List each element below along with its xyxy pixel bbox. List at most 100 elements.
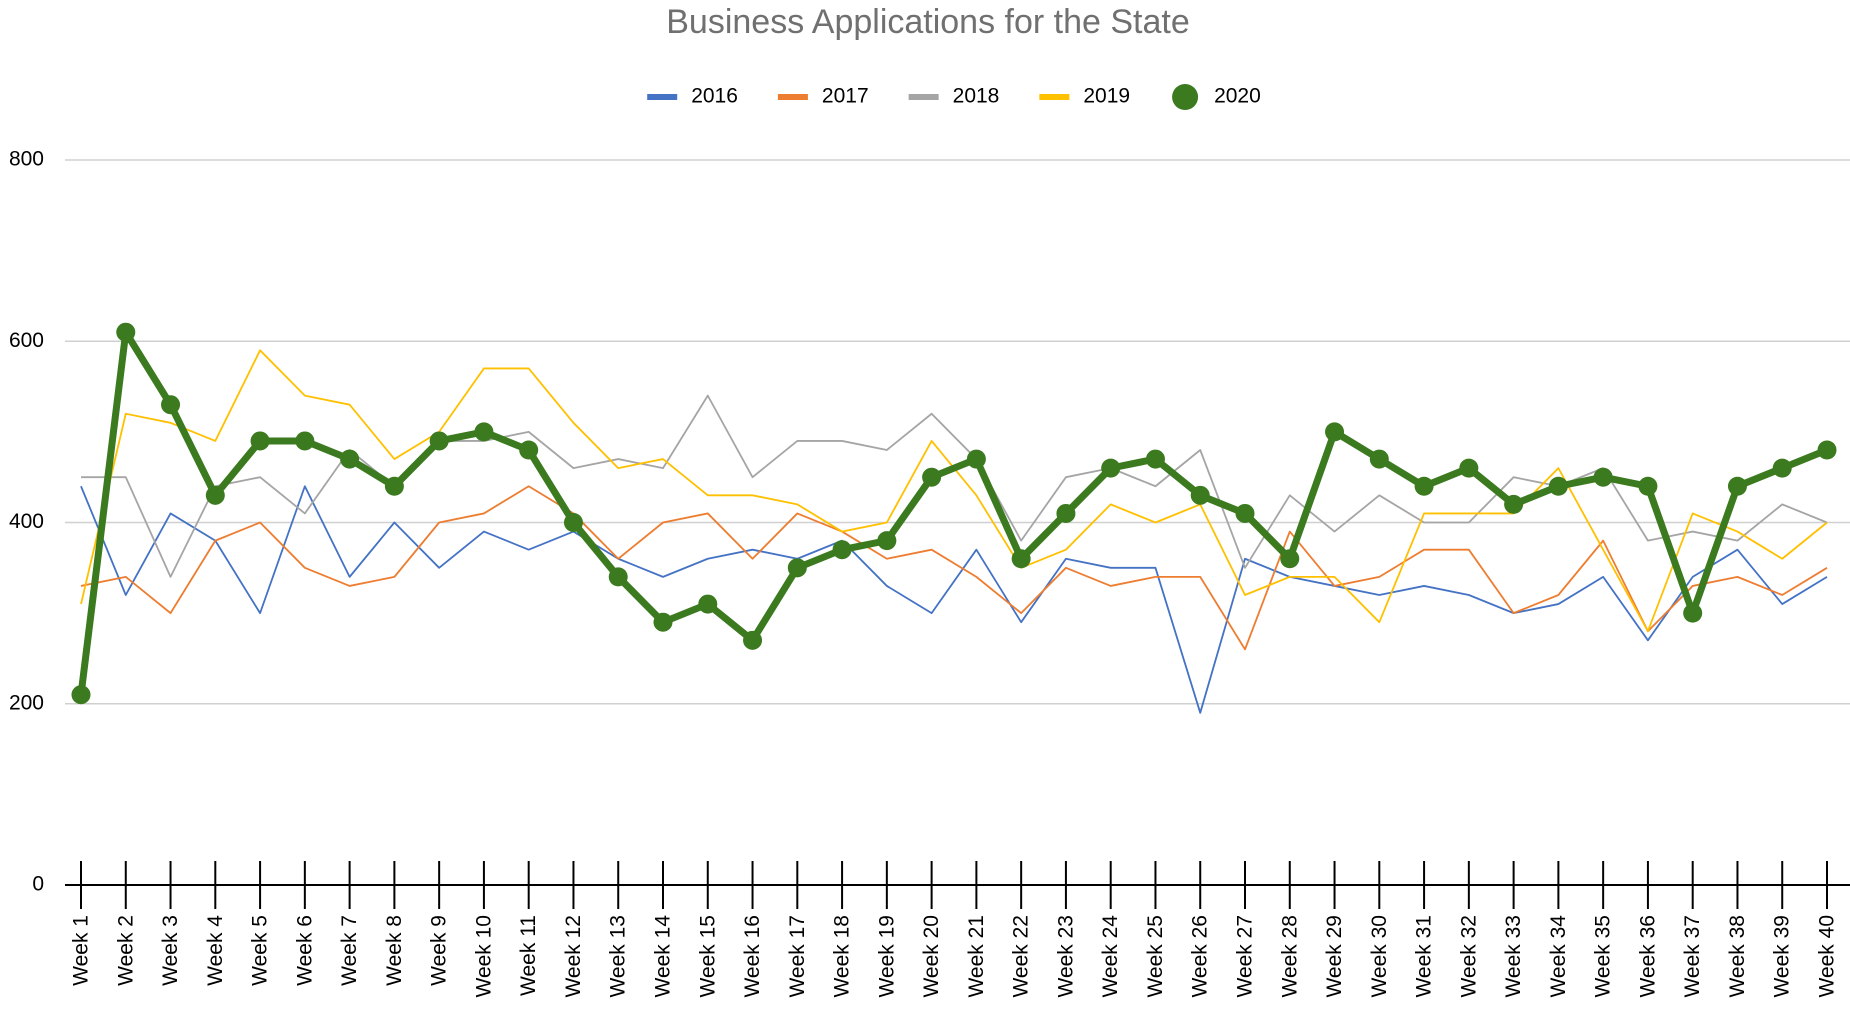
y-tick-label: 0 — [32, 873, 44, 896]
point — [1190, 485, 1210, 505]
x-tick-label: Week 21 — [965, 915, 988, 998]
point — [1101, 458, 1121, 478]
x-tick-label: Week 6 — [293, 915, 316, 986]
x-tick-label: Week 36 — [1636, 915, 1659, 998]
point — [116, 322, 136, 342]
chart-title: Business Applications for the State — [666, 3, 1190, 41]
x-tick-label: Week 31 — [1413, 915, 1436, 998]
legend-label: 2020 — [1214, 85, 1261, 108]
point — [877, 531, 897, 551]
legend-label: 2016 — [691, 85, 738, 108]
point — [1011, 549, 1031, 569]
point — [429, 431, 449, 451]
point — [205, 485, 225, 505]
x-tick-label: Week 27 — [1234, 915, 1257, 998]
point — [922, 467, 942, 487]
x-tick-label: Week 9 — [428, 915, 451, 986]
point — [1504, 494, 1524, 514]
x-tick-label: Week 40 — [1816, 915, 1839, 998]
point — [1638, 476, 1658, 496]
legend-item: 2016 — [647, 85, 738, 108]
point — [1548, 476, 1568, 496]
point — [787, 558, 807, 578]
x-tick-label: Week 35 — [1592, 915, 1615, 998]
point — [1593, 467, 1613, 487]
x-tick-label: Week 13 — [607, 915, 630, 998]
x-tick-label: Week 20 — [920, 915, 943, 998]
x-tick-label: Week 34 — [1547, 915, 1570, 998]
x-tick-label: Week 32 — [1457, 915, 1480, 998]
legend-item: 2019 — [1039, 85, 1130, 108]
x-tick-label: Week 4 — [204, 915, 227, 986]
point — [1414, 476, 1434, 496]
legend-label: 2017 — [822, 85, 869, 108]
x-tick-label: Week 26 — [1189, 915, 1212, 998]
x-tick-label: Week 30 — [1368, 915, 1391, 998]
point — [653, 612, 673, 632]
point — [340, 449, 360, 469]
point — [966, 449, 986, 469]
point — [71, 685, 91, 705]
legend-label: 2019 — [1083, 85, 1130, 108]
x-tick-label: Week 19 — [875, 915, 898, 998]
x-tick-label: Week 3 — [159, 915, 182, 986]
x-tick-label: Week 1 — [70, 915, 93, 986]
point — [1772, 458, 1792, 478]
x-tick-label: Week 33 — [1502, 915, 1525, 998]
x-tick-label: Week 12 — [562, 915, 585, 998]
series-line — [80, 485, 1828, 651]
x-tick-label: Week 2 — [114, 915, 137, 986]
point — [1235, 503, 1255, 523]
point — [832, 540, 852, 560]
x-tick-label: Week 8 — [383, 915, 406, 986]
x-tick-label: Week 17 — [786, 915, 809, 998]
series-line — [77, 328, 1829, 696]
legend-item: 2018 — [908, 85, 1000, 108]
x-tick-label: Week 11 — [517, 915, 540, 996]
series-line — [81, 394, 1828, 578]
point — [1145, 449, 1165, 469]
series-line — [80, 485, 1828, 714]
point — [698, 594, 718, 614]
x-tick-label: Week 29 — [1323, 915, 1346, 998]
x-tick-label: Week 39 — [1771, 915, 1794, 998]
point — [1325, 422, 1345, 442]
point — [295, 431, 315, 451]
point — [608, 567, 628, 587]
x-tick-label: Week 22 — [1010, 915, 1033, 998]
point — [1280, 549, 1300, 569]
point — [563, 513, 583, 532]
legend-item: 2020 — [1172, 84, 1261, 110]
point — [1056, 503, 1076, 523]
x-tick-label: Week 7 — [338, 915, 361, 986]
x-tick-label: Week 23 — [1054, 915, 1077, 998]
point — [474, 422, 494, 442]
x-tick-label: Week 14 — [652, 915, 675, 998]
legend-label: 2018 — [953, 85, 1000, 108]
x-tick-label: Week 5 — [249, 915, 272, 986]
point — [1459, 458, 1479, 478]
x-tick-label: Week 10 — [472, 915, 495, 998]
point — [519, 440, 539, 460]
point — [1727, 476, 1747, 496]
x-tick-label: Week 24 — [1099, 915, 1122, 998]
x-tick-label: Week 16 — [741, 915, 764, 998]
x-tick-label: Week 38 — [1726, 915, 1749, 998]
point — [250, 431, 270, 451]
x-tick-label: Week 28 — [1278, 915, 1301, 998]
point — [1817, 440, 1837, 460]
legend-marker — [1172, 84, 1199, 110]
y-tick-label: 600 — [9, 329, 44, 352]
x-tick-label: Week 18 — [831, 915, 854, 998]
legend: 2016 2017 2018 2019 2020 — [647, 84, 1261, 110]
y-tick-label: 800 — [9, 148, 44, 171]
point — [161, 395, 181, 415]
point — [743, 630, 763, 650]
point — [1683, 603, 1703, 623]
point — [1369, 449, 1389, 469]
legend-item: 2017 — [777, 85, 869, 108]
y-tick-label: 200 — [9, 691, 44, 714]
x-tick-label: Week 37 — [1681, 915, 1704, 998]
